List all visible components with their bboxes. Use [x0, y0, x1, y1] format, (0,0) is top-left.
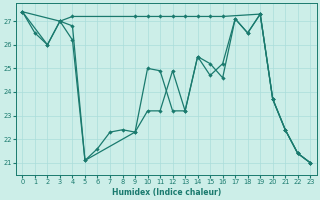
- X-axis label: Humidex (Indice chaleur): Humidex (Indice chaleur): [112, 188, 221, 197]
